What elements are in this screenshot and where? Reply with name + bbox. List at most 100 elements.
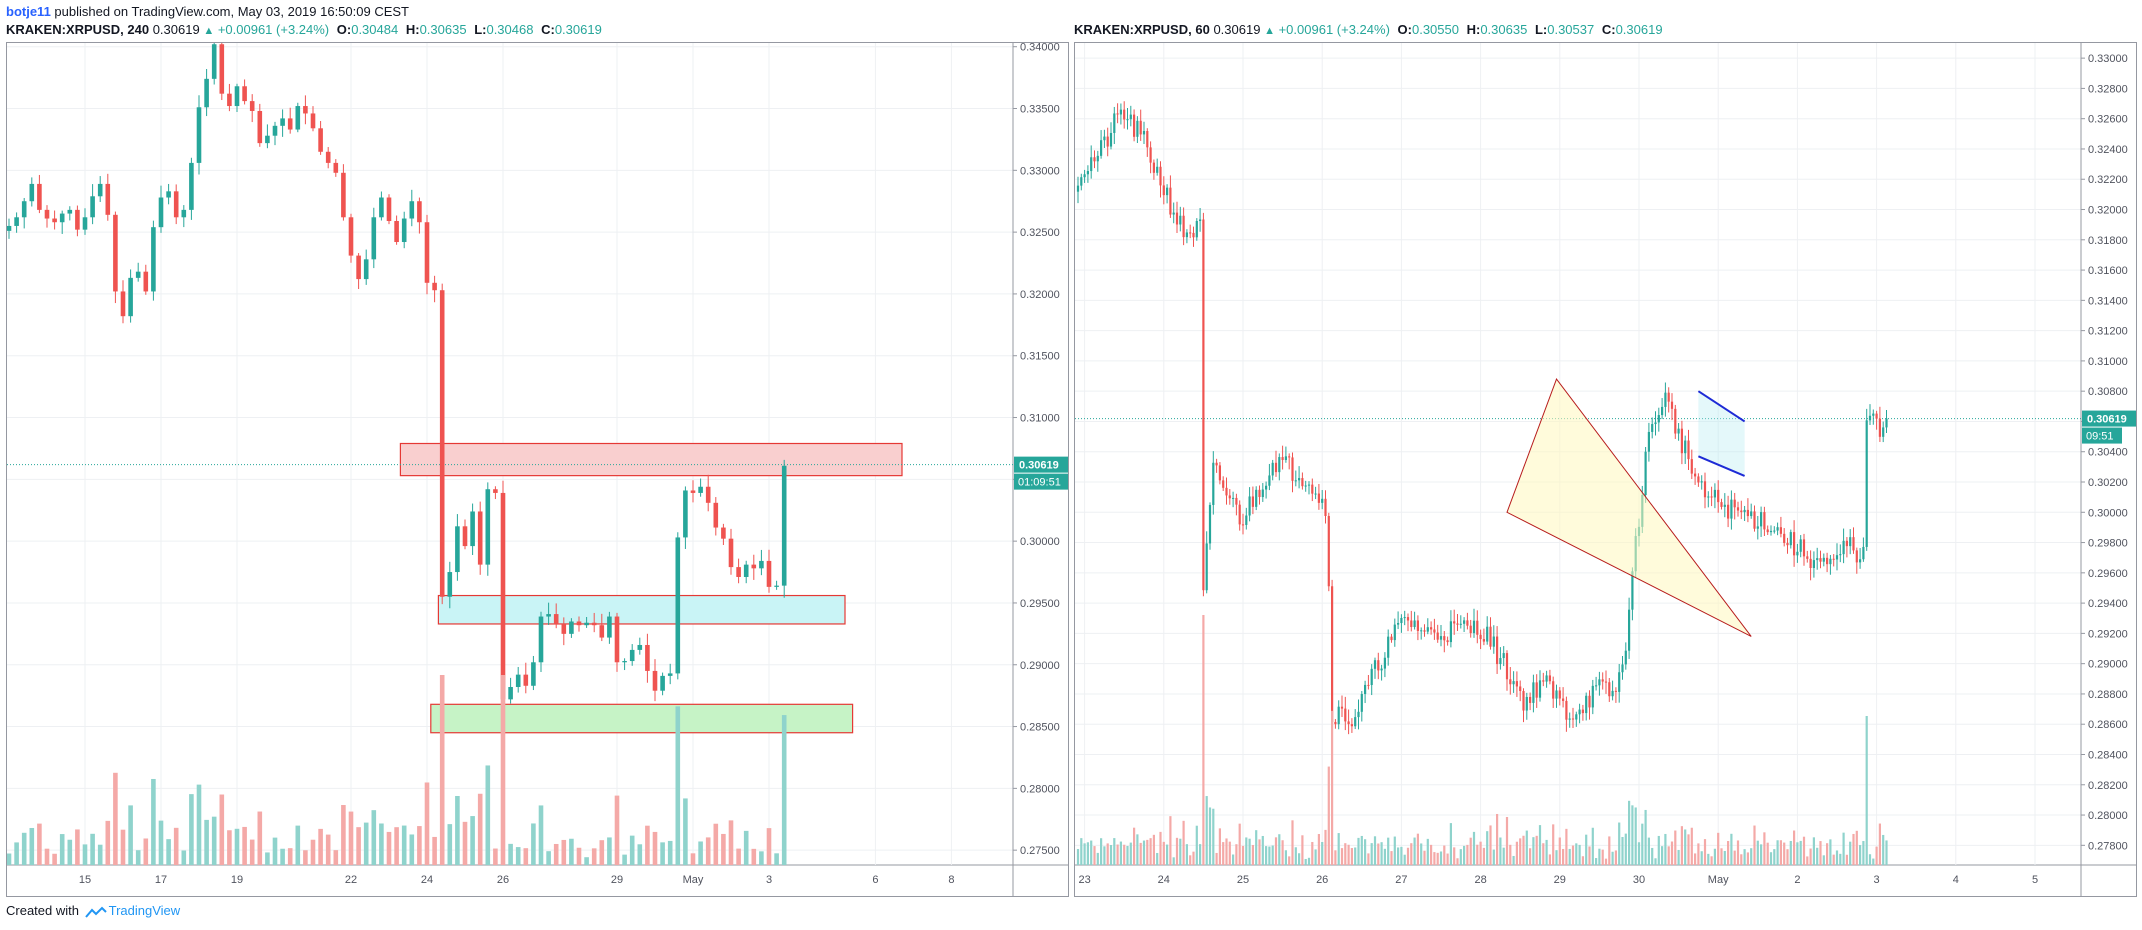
volume-bar [1245, 837, 1248, 865]
volume-bar [1637, 842, 1641, 865]
price-tag-bg [1014, 456, 1068, 473]
candle-up [1849, 537, 1852, 547]
volume-bar [1736, 840, 1740, 865]
volume-bar [1677, 849, 1680, 865]
candle-up [1232, 497, 1235, 499]
volume-bar [1865, 716, 1868, 865]
volume-bar [781, 715, 787, 865]
volume-bar [1373, 836, 1377, 865]
volume-bar [508, 843, 513, 865]
volume-bar [1420, 843, 1423, 865]
candle-up [29, 183, 35, 202]
y-tick-label: 0.30400 [2088, 447, 2128, 459]
volume-bar [1634, 807, 1637, 865]
volume-bar [1103, 846, 1106, 865]
volume-bar [1697, 843, 1700, 865]
candle-up [1284, 456, 1287, 460]
volume-bar [325, 834, 331, 865]
volume-bar [1832, 854, 1835, 865]
x-tick-label: 28 [1474, 874, 1486, 886]
high-left: 0.30635 [419, 22, 467, 37]
volume-bar [1829, 839, 1832, 865]
volume-bar [1859, 845, 1862, 865]
candle-up [1166, 187, 1169, 196]
candle-down [1274, 462, 1278, 473]
volume-bar [1641, 823, 1644, 865]
volume-bar [1096, 852, 1099, 865]
volume-bar [1750, 848, 1753, 865]
volume-bar [1651, 847, 1654, 865]
volume-bar [1106, 843, 1109, 865]
volume-bar [1598, 848, 1601, 865]
volume-bar [1393, 836, 1396, 865]
volume-bar [607, 837, 612, 865]
x-tick-label: 24 [1158, 874, 1170, 886]
candle-up [1799, 539, 1802, 552]
high-right: 0.30635 [1480, 22, 1528, 37]
candle-up [1103, 136, 1106, 141]
volume-bar [1674, 830, 1677, 865]
last-price-right: 0.30619 [1213, 22, 1261, 37]
candle-down [394, 220, 399, 243]
candle-down [303, 106, 308, 114]
candle-down [1423, 630, 1426, 632]
candle-up [1492, 636, 1495, 647]
y-tick-label: 0.32800 [2088, 83, 2128, 95]
candle-up [1205, 543, 1208, 591]
y-tick-label: 0.34000 [1020, 43, 1060, 54]
candle-up [1129, 114, 1132, 120]
candle-down [1466, 620, 1469, 626]
change-right: +0.00961 (+3.24%) [1278, 22, 1390, 37]
volume-bar [1505, 816, 1509, 865]
chart-panel-left[interactable]: 0.34000 0.33500 0.33000 0.32500 0.32000 0.315… [6, 42, 1069, 897]
volume-bar [1258, 839, 1261, 865]
volume-bar [1591, 827, 1594, 865]
y-tick-label: 0.31500 [1020, 351, 1060, 363]
volume-bar [1400, 846, 1403, 865]
volume-bar [21, 832, 27, 865]
zone-mid-support [437, 594, 846, 625]
candle-down [1334, 721, 1337, 725]
x-tick-label: 15 [79, 874, 91, 886]
volume-bar [67, 839, 73, 865]
chart-left-svg[interactable]: 0.34000 0.33500 0.33000 0.32500 0.32000 0.315… [7, 43, 1068, 896]
candle-up [211, 44, 217, 79]
countdown-bg [1014, 473, 1068, 490]
candle-up [1261, 489, 1264, 498]
candle-down [1251, 496, 1254, 507]
volume-bar [1453, 847, 1456, 865]
candle-up [569, 621, 574, 634]
change-left: +0.00961 (+3.24%) [217, 22, 330, 37]
volume-bar [1852, 833, 1855, 865]
author-name[interactable]: botje11 [6, 4, 51, 19]
volume-bar [1733, 850, 1736, 865]
candle-down [1133, 114, 1136, 137]
candle-down [325, 151, 331, 163]
chart-right-svg[interactable]: 0.33000 0.32800 0.32600 0.32400 0.32200 0.320… [1075, 43, 2136, 896]
candle-up [1628, 609, 1631, 651]
y-tick-label: 0.31000 [1020, 413, 1060, 425]
tradingview-brand-link[interactable]: TradingView [108, 903, 181, 918]
volume-bar [675, 706, 681, 865]
candle-down [493, 489, 498, 493]
x-tick-label: 25 [1237, 874, 1249, 886]
close-left: 0.30619 [554, 22, 602, 37]
candle-down [1377, 660, 1380, 671]
y-tick-label: 0.33000 [1020, 165, 1060, 177]
candle-down [75, 209, 80, 230]
candle-up [1126, 119, 1129, 121]
candle-up [531, 662, 536, 686]
candle-up [1743, 509, 1746, 513]
chart-panel-right[interactable]: 0.33000 0.32800 0.32600 0.32400 0.32200 0.320… [1074, 42, 2137, 897]
volume-bar [1367, 853, 1370, 865]
volume-bar [1175, 837, 1179, 865]
volume-bar [1743, 849, 1746, 865]
candle-down [113, 214, 118, 292]
price-tag-label: 0.30619 [1019, 460, 1059, 472]
candle-up [1882, 427, 1885, 437]
volume-bar [1872, 858, 1875, 865]
volume-bar [234, 828, 240, 865]
candle-up [1677, 428, 1680, 434]
up-arrow-icon: ▲ [203, 25, 215, 37]
volume-bar [591, 848, 597, 865]
